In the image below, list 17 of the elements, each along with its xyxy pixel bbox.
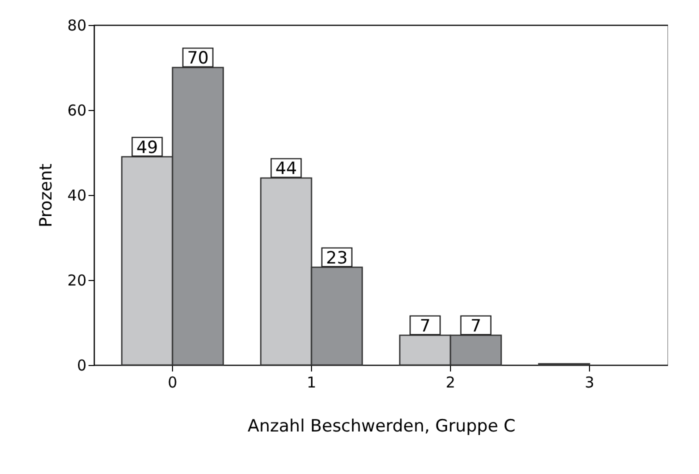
- x-tick-label: 1: [306, 374, 316, 392]
- y-axis-title: Prozent: [36, 163, 56, 228]
- data-label: 7: [420, 316, 431, 336]
- data-label: 44: [275, 159, 297, 179]
- data-label: 7: [470, 316, 482, 336]
- y-tick-label: 0: [76, 356, 86, 374]
- y-tick-label: 80: [67, 16, 86, 34]
- data-label: 70: [187, 48, 209, 68]
- data-label: 23: [326, 248, 348, 268]
- y-tick-label: 60: [67, 102, 86, 120]
- x-axis-title: Anzahl Beschwerden, Gruppe C: [248, 416, 516, 436]
- data-label: 49: [136, 138, 158, 158]
- x-tick-label: 0: [168, 374, 178, 392]
- y-tick-label: 40: [67, 186, 86, 204]
- y-tick-label: 20: [67, 272, 86, 290]
- x-tick-label: 2: [446, 374, 456, 392]
- x-tick-label: 3: [584, 374, 594, 392]
